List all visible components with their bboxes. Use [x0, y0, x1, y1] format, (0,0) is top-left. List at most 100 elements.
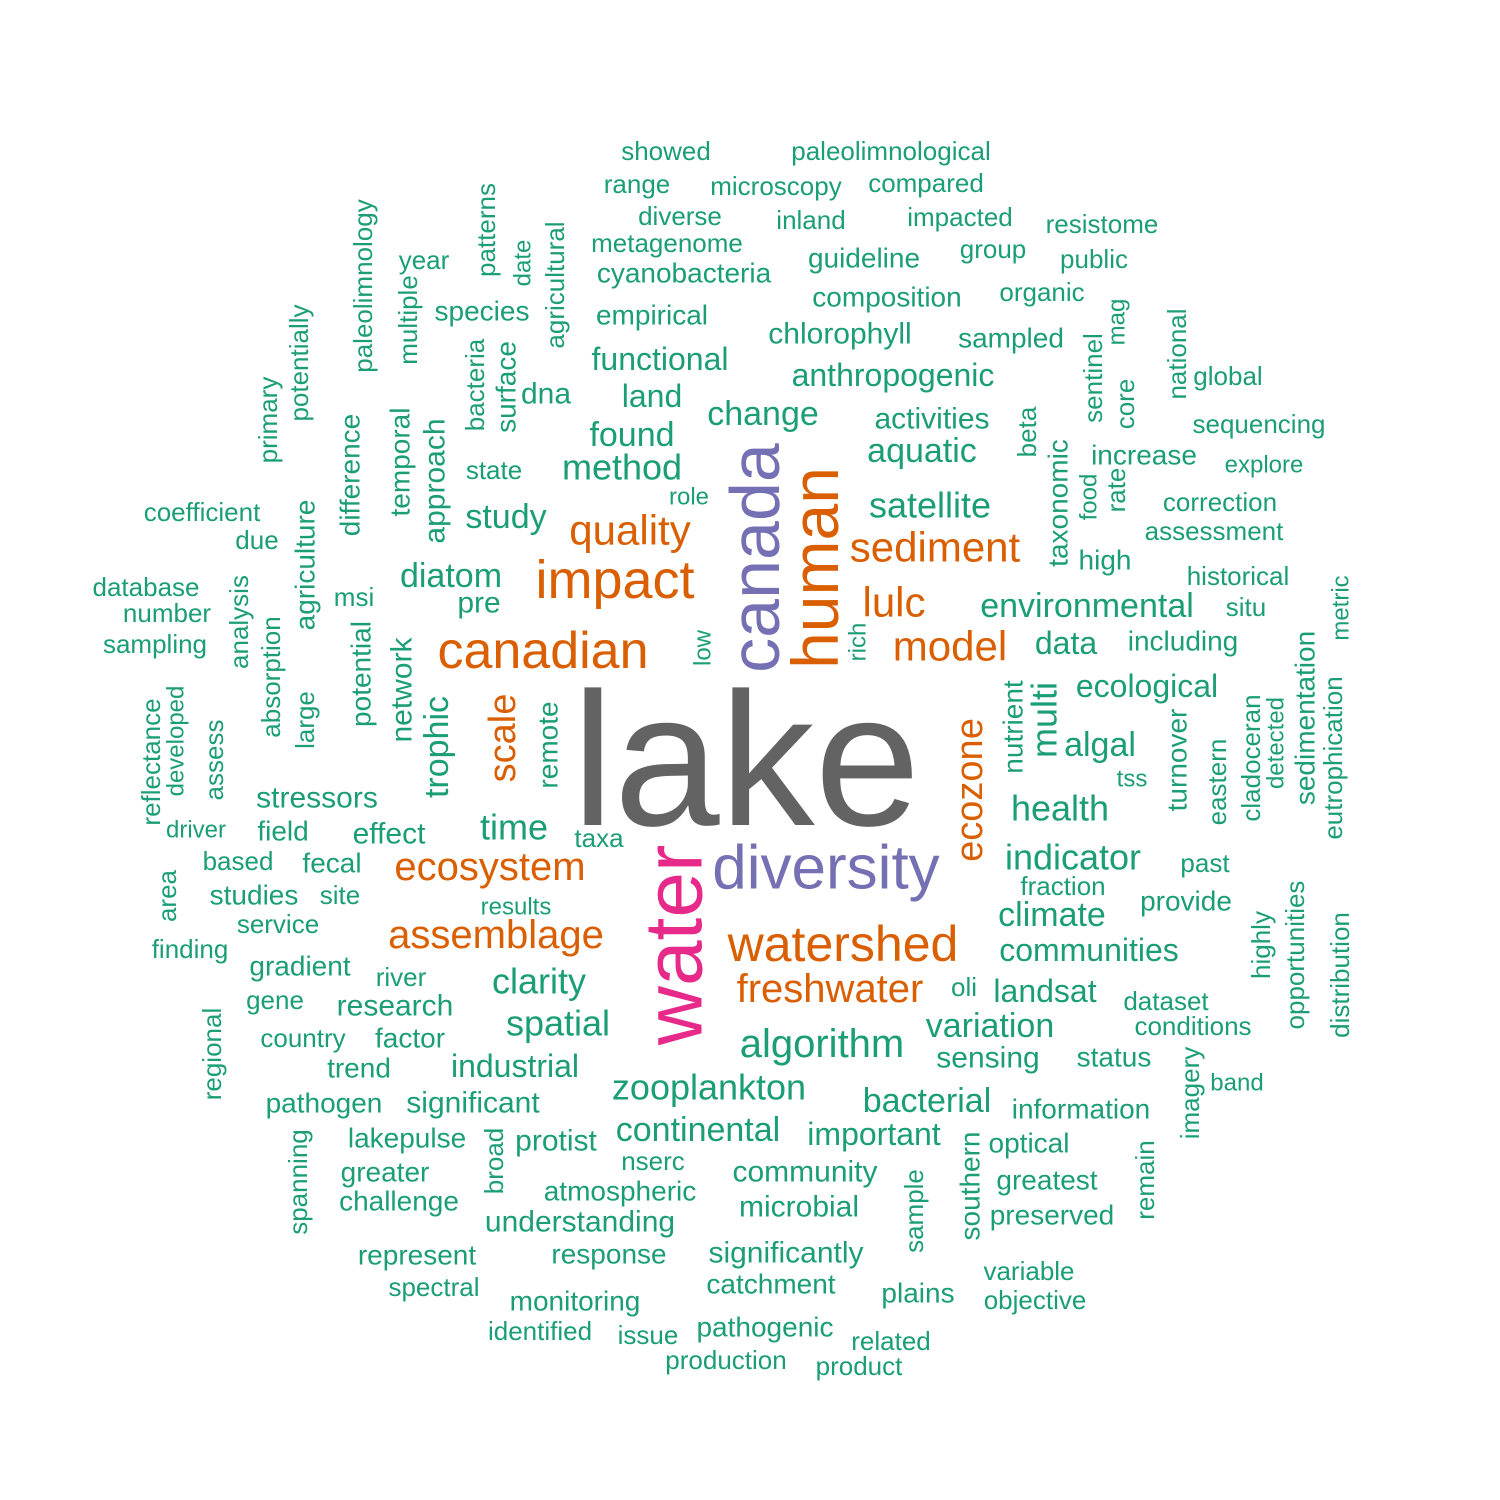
word-chlorophyll: chlorophyll [768, 318, 911, 351]
word-due: due [235, 525, 278, 555]
word-national: national [1162, 308, 1192, 399]
word-metagenome: metagenome [591, 228, 743, 258]
word-field: field [257, 816, 308, 847]
word-pathogen: pathogen [266, 1088, 383, 1119]
word-response: response [551, 1239, 666, 1270]
word-scale: scale [482, 694, 524, 783]
word-greater: greater [341, 1157, 430, 1188]
word-approach: approach [419, 418, 452, 543]
word-taxonomic: taxonomic [1043, 439, 1074, 567]
word-land: land [622, 378, 683, 414]
word-potential: potential [346, 621, 377, 727]
word-assess: assess [199, 720, 229, 801]
word-empirical: empirical [596, 300, 708, 331]
word-algorithm: algorithm [740, 1022, 905, 1066]
word-eastern: eastern [1202, 739, 1232, 826]
word-mag: mag [1104, 299, 1131, 346]
word-anthropogenic: anthropogenic [792, 357, 995, 393]
word-regional: regional [197, 1008, 227, 1101]
word-stressors: stressors [256, 782, 378, 815]
word-community: community [732, 1156, 877, 1189]
word-paleolimnological: paleolimnological [791, 136, 990, 166]
word-challenge: challenge [339, 1186, 459, 1217]
word-aquatic: aquatic [867, 432, 977, 470]
word-pre: pre [457, 587, 500, 620]
word-production: production [665, 1345, 786, 1375]
word-temporal: temporal [385, 408, 416, 517]
word-significant: significant [406, 1087, 540, 1120]
word-spatial: spatial [506, 1003, 610, 1044]
word-product: product [816, 1351, 903, 1381]
word-increase: increase [1091, 440, 1197, 471]
word-distribution: distribution [1325, 912, 1355, 1038]
word-imagery: imagery [1175, 1047, 1205, 1139]
word-bacteria: bacteria [460, 338, 490, 431]
word-taxa: taxa [574, 823, 624, 853]
word-conditions: conditions [1134, 1011, 1251, 1041]
word-quality: quality [569, 507, 690, 554]
word-turnover: turnover [1162, 709, 1193, 812]
word-developed: developed [163, 686, 190, 797]
word-dna: dna [521, 378, 571, 411]
word-atmospheric: atmospheric [544, 1176, 697, 1207]
word-global: global [1193, 361, 1262, 391]
word-related: related [851, 1326, 931, 1356]
word-microbial: microbial [739, 1191, 859, 1224]
word-protist: protist [515, 1125, 597, 1158]
word-past: past [1180, 848, 1230, 878]
word-guideline: guideline [808, 243, 920, 274]
word-impact: impact [535, 550, 694, 610]
word-diverse: diverse [638, 201, 722, 231]
word-explore: explore [1225, 452, 1304, 479]
word-pathogenic: pathogenic [696, 1312, 833, 1343]
word-fecal: fecal [302, 848, 361, 879]
word-ecosystem: ecosystem [394, 845, 585, 889]
word-variation: variation [926, 1007, 1055, 1045]
word-understanding: understanding [485, 1206, 675, 1239]
word-remain: remain [1130, 1140, 1160, 1219]
word-results: results [481, 894, 552, 921]
word-country: country [260, 1023, 345, 1053]
word-identified: identified [488, 1316, 592, 1346]
word-zooplankton: zooplankton [612, 1067, 806, 1108]
word-nserc: nserc [621, 1146, 685, 1176]
word-data: data [1035, 625, 1097, 661]
word-ecozone: ecozone [949, 718, 991, 862]
word-river: river [376, 962, 427, 992]
word-greatest: greatest [996, 1165, 1097, 1196]
word-spanning: spanning [283, 1129, 313, 1235]
word-site: site [320, 880, 360, 910]
word-gradient: gradient [249, 951, 350, 982]
word-landsat: landsat [993, 973, 1096, 1009]
word-issue: issue [618, 1320, 679, 1350]
word-sampled: sampled [958, 323, 1064, 354]
word-activities: activities [874, 403, 989, 436]
word-significantly: significantly [708, 1237, 863, 1270]
word-rate: rate [1101, 468, 1131, 513]
word-method: method [562, 447, 682, 488]
word-low: low [690, 629, 717, 666]
word-trophic: trophic [418, 696, 456, 798]
word-human: human [778, 467, 852, 669]
word-research: research [337, 990, 454, 1023]
word-spectral: spectral [388, 1272, 479, 1302]
word-year: year [399, 245, 450, 275]
word-plains: plains [881, 1278, 954, 1309]
word-highly: highly [1246, 911, 1276, 979]
word-canadian: canadian [437, 622, 648, 680]
word-core: core [1110, 379, 1140, 430]
word-analysis: analysis [224, 575, 254, 669]
word-agricultural: agricultural [540, 221, 570, 348]
word-opportunities: opportunities [1280, 881, 1310, 1030]
word-large: large [290, 691, 320, 749]
word-watershed: watershed [727, 916, 959, 972]
word-state: state [466, 455, 522, 485]
word-sensing: sensing [936, 1042, 1039, 1075]
word-factor: factor [375, 1023, 445, 1054]
word-driver: driver [166, 817, 226, 844]
word-status: status [1077, 1042, 1152, 1073]
word-canada: canada [716, 443, 794, 673]
word-health: health [1011, 788, 1109, 829]
word-sentinel: sentinel [1078, 333, 1108, 423]
word-climate: climate [998, 896, 1106, 934]
